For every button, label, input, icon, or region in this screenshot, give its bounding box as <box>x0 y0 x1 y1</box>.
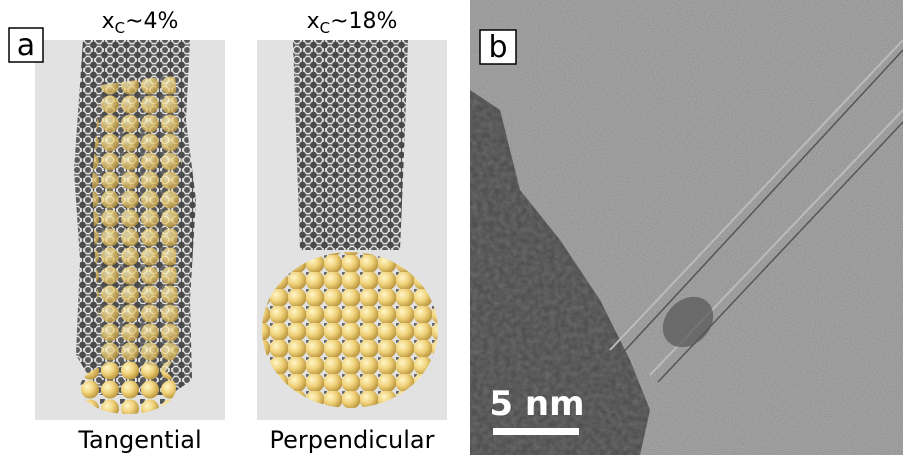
symbol: x <box>307 9 320 34</box>
nanotube <box>293 40 408 250</box>
value: ~4% <box>125 9 178 34</box>
panel-label: a <box>17 28 35 63</box>
figure: a xC~4% xC~18% Tangential Perpendicular … <box>0 0 903 455</box>
subscript: C <box>320 19 330 37</box>
composition: xC~4% <box>102 9 179 37</box>
panel-b: b 5 nm <box>470 0 903 455</box>
scale-bar-label: 5 nm <box>489 384 584 424</box>
caption: Perpendicular <box>269 426 434 454</box>
gold-core <box>92 75 182 380</box>
page: a xC~4% xC~18% Tangential Perpendicular … <box>0 0 903 455</box>
panel-label: b <box>488 30 507 65</box>
symbol: x <box>102 9 115 34</box>
scale-bar <box>493 428 579 435</box>
value: ~18% <box>330 9 397 34</box>
gold-tip <box>80 362 176 414</box>
composition: xC~18% <box>307 9 398 37</box>
panel-a: a xC~4% xC~18% Tangential Perpendicular <box>9 9 447 454</box>
caption: Tangential <box>77 426 201 454</box>
subscript: C <box>115 19 125 37</box>
gold-particle <box>262 252 438 408</box>
